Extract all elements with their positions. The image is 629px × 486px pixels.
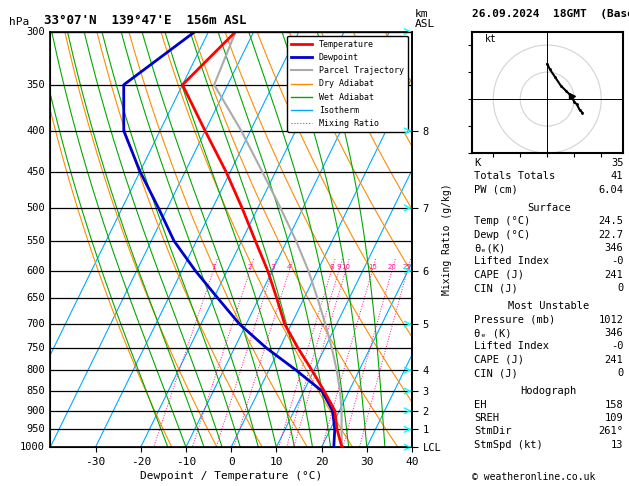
Text: Mixing Ratio (g/kg): Mixing Ratio (g/kg)	[442, 184, 452, 295]
Text: kt: kt	[485, 35, 497, 44]
Text: 6.04: 6.04	[598, 185, 623, 195]
Text: CIN (J): CIN (J)	[474, 283, 518, 293]
Text: 35: 35	[611, 158, 623, 168]
Text: 346: 346	[604, 243, 623, 253]
Text: StmSpd (kt): StmSpd (kt)	[474, 440, 543, 450]
Text: 20: 20	[387, 263, 396, 270]
Text: -0: -0	[611, 257, 623, 266]
Text: 850: 850	[26, 386, 45, 396]
Text: θₑ(K): θₑ(K)	[474, 243, 506, 253]
Legend: Temperature, Dewpoint, Parcel Trajectory, Dry Adiabat, Wet Adiabat, Isotherm, Mi: Temperature, Dewpoint, Parcel Trajectory…	[287, 36, 408, 132]
Text: EH: EH	[474, 400, 487, 410]
Text: 0: 0	[617, 368, 623, 378]
Text: 3: 3	[270, 263, 275, 270]
Text: 1012: 1012	[598, 315, 623, 325]
Text: CAPE (J): CAPE (J)	[474, 270, 524, 280]
Text: 1000: 1000	[20, 442, 45, 452]
Text: Surface: Surface	[527, 203, 571, 213]
Text: ASL: ASL	[415, 19, 435, 29]
Text: 400: 400	[26, 126, 45, 136]
Text: 25: 25	[403, 263, 412, 270]
Text: 550: 550	[26, 236, 45, 246]
Text: 9: 9	[337, 263, 341, 270]
Text: © weatheronline.co.uk: © weatheronline.co.uk	[472, 472, 595, 482]
Text: hPa: hPa	[9, 17, 30, 27]
Text: 750: 750	[26, 343, 45, 353]
Text: Dewp (°C): Dewp (°C)	[474, 230, 530, 240]
Text: 4: 4	[287, 263, 291, 270]
Text: CIN (J): CIN (J)	[474, 368, 518, 378]
Text: 800: 800	[26, 365, 45, 375]
Text: CAPE (J): CAPE (J)	[474, 355, 524, 365]
Text: 13: 13	[611, 440, 623, 450]
Text: 2: 2	[248, 263, 252, 270]
Text: θₑ (K): θₑ (K)	[474, 328, 512, 338]
Text: 8: 8	[329, 263, 333, 270]
Text: Lifted Index: Lifted Index	[474, 257, 549, 266]
Text: Hodograph: Hodograph	[521, 386, 577, 397]
Text: 350: 350	[26, 80, 45, 90]
Text: -0: -0	[611, 342, 623, 351]
Text: 1: 1	[211, 263, 216, 270]
Text: 0: 0	[617, 283, 623, 293]
Text: 241: 241	[604, 355, 623, 365]
Text: 158: 158	[604, 400, 623, 410]
Text: 650: 650	[26, 294, 45, 303]
Text: 33°07'N  139°47'E  156m ASL: 33°07'N 139°47'E 156m ASL	[44, 14, 247, 27]
Text: Most Unstable: Most Unstable	[508, 301, 589, 312]
Text: 346: 346	[604, 328, 623, 338]
Text: 41: 41	[611, 172, 623, 181]
Text: 950: 950	[26, 424, 45, 434]
Text: Temp (°C): Temp (°C)	[474, 216, 530, 226]
Text: 261°: 261°	[598, 427, 623, 436]
Text: Pressure (mb): Pressure (mb)	[474, 315, 555, 325]
Text: SREH: SREH	[474, 413, 499, 423]
Text: PW (cm): PW (cm)	[474, 185, 518, 195]
Text: 500: 500	[26, 203, 45, 213]
Text: 450: 450	[26, 167, 45, 176]
Text: 700: 700	[26, 319, 45, 329]
Text: 10: 10	[341, 263, 350, 270]
X-axis label: Dewpoint / Temperature (°C): Dewpoint / Temperature (°C)	[140, 471, 322, 481]
Text: 26.09.2024  18GMT  (Base: 00): 26.09.2024 18GMT (Base: 00)	[472, 9, 629, 19]
Text: Totals Totals: Totals Totals	[474, 172, 555, 181]
Text: 241: 241	[604, 270, 623, 280]
Text: km: km	[415, 9, 428, 19]
Text: 24.5: 24.5	[598, 216, 623, 226]
Text: StmDir: StmDir	[474, 427, 512, 436]
Text: 300: 300	[26, 27, 45, 36]
Text: Lifted Index: Lifted Index	[474, 342, 549, 351]
Text: 22.7: 22.7	[598, 230, 623, 240]
Text: 15: 15	[368, 263, 377, 270]
Text: K: K	[474, 158, 481, 168]
Text: 109: 109	[604, 413, 623, 423]
Text: 900: 900	[26, 406, 45, 416]
Text: 600: 600	[26, 266, 45, 276]
